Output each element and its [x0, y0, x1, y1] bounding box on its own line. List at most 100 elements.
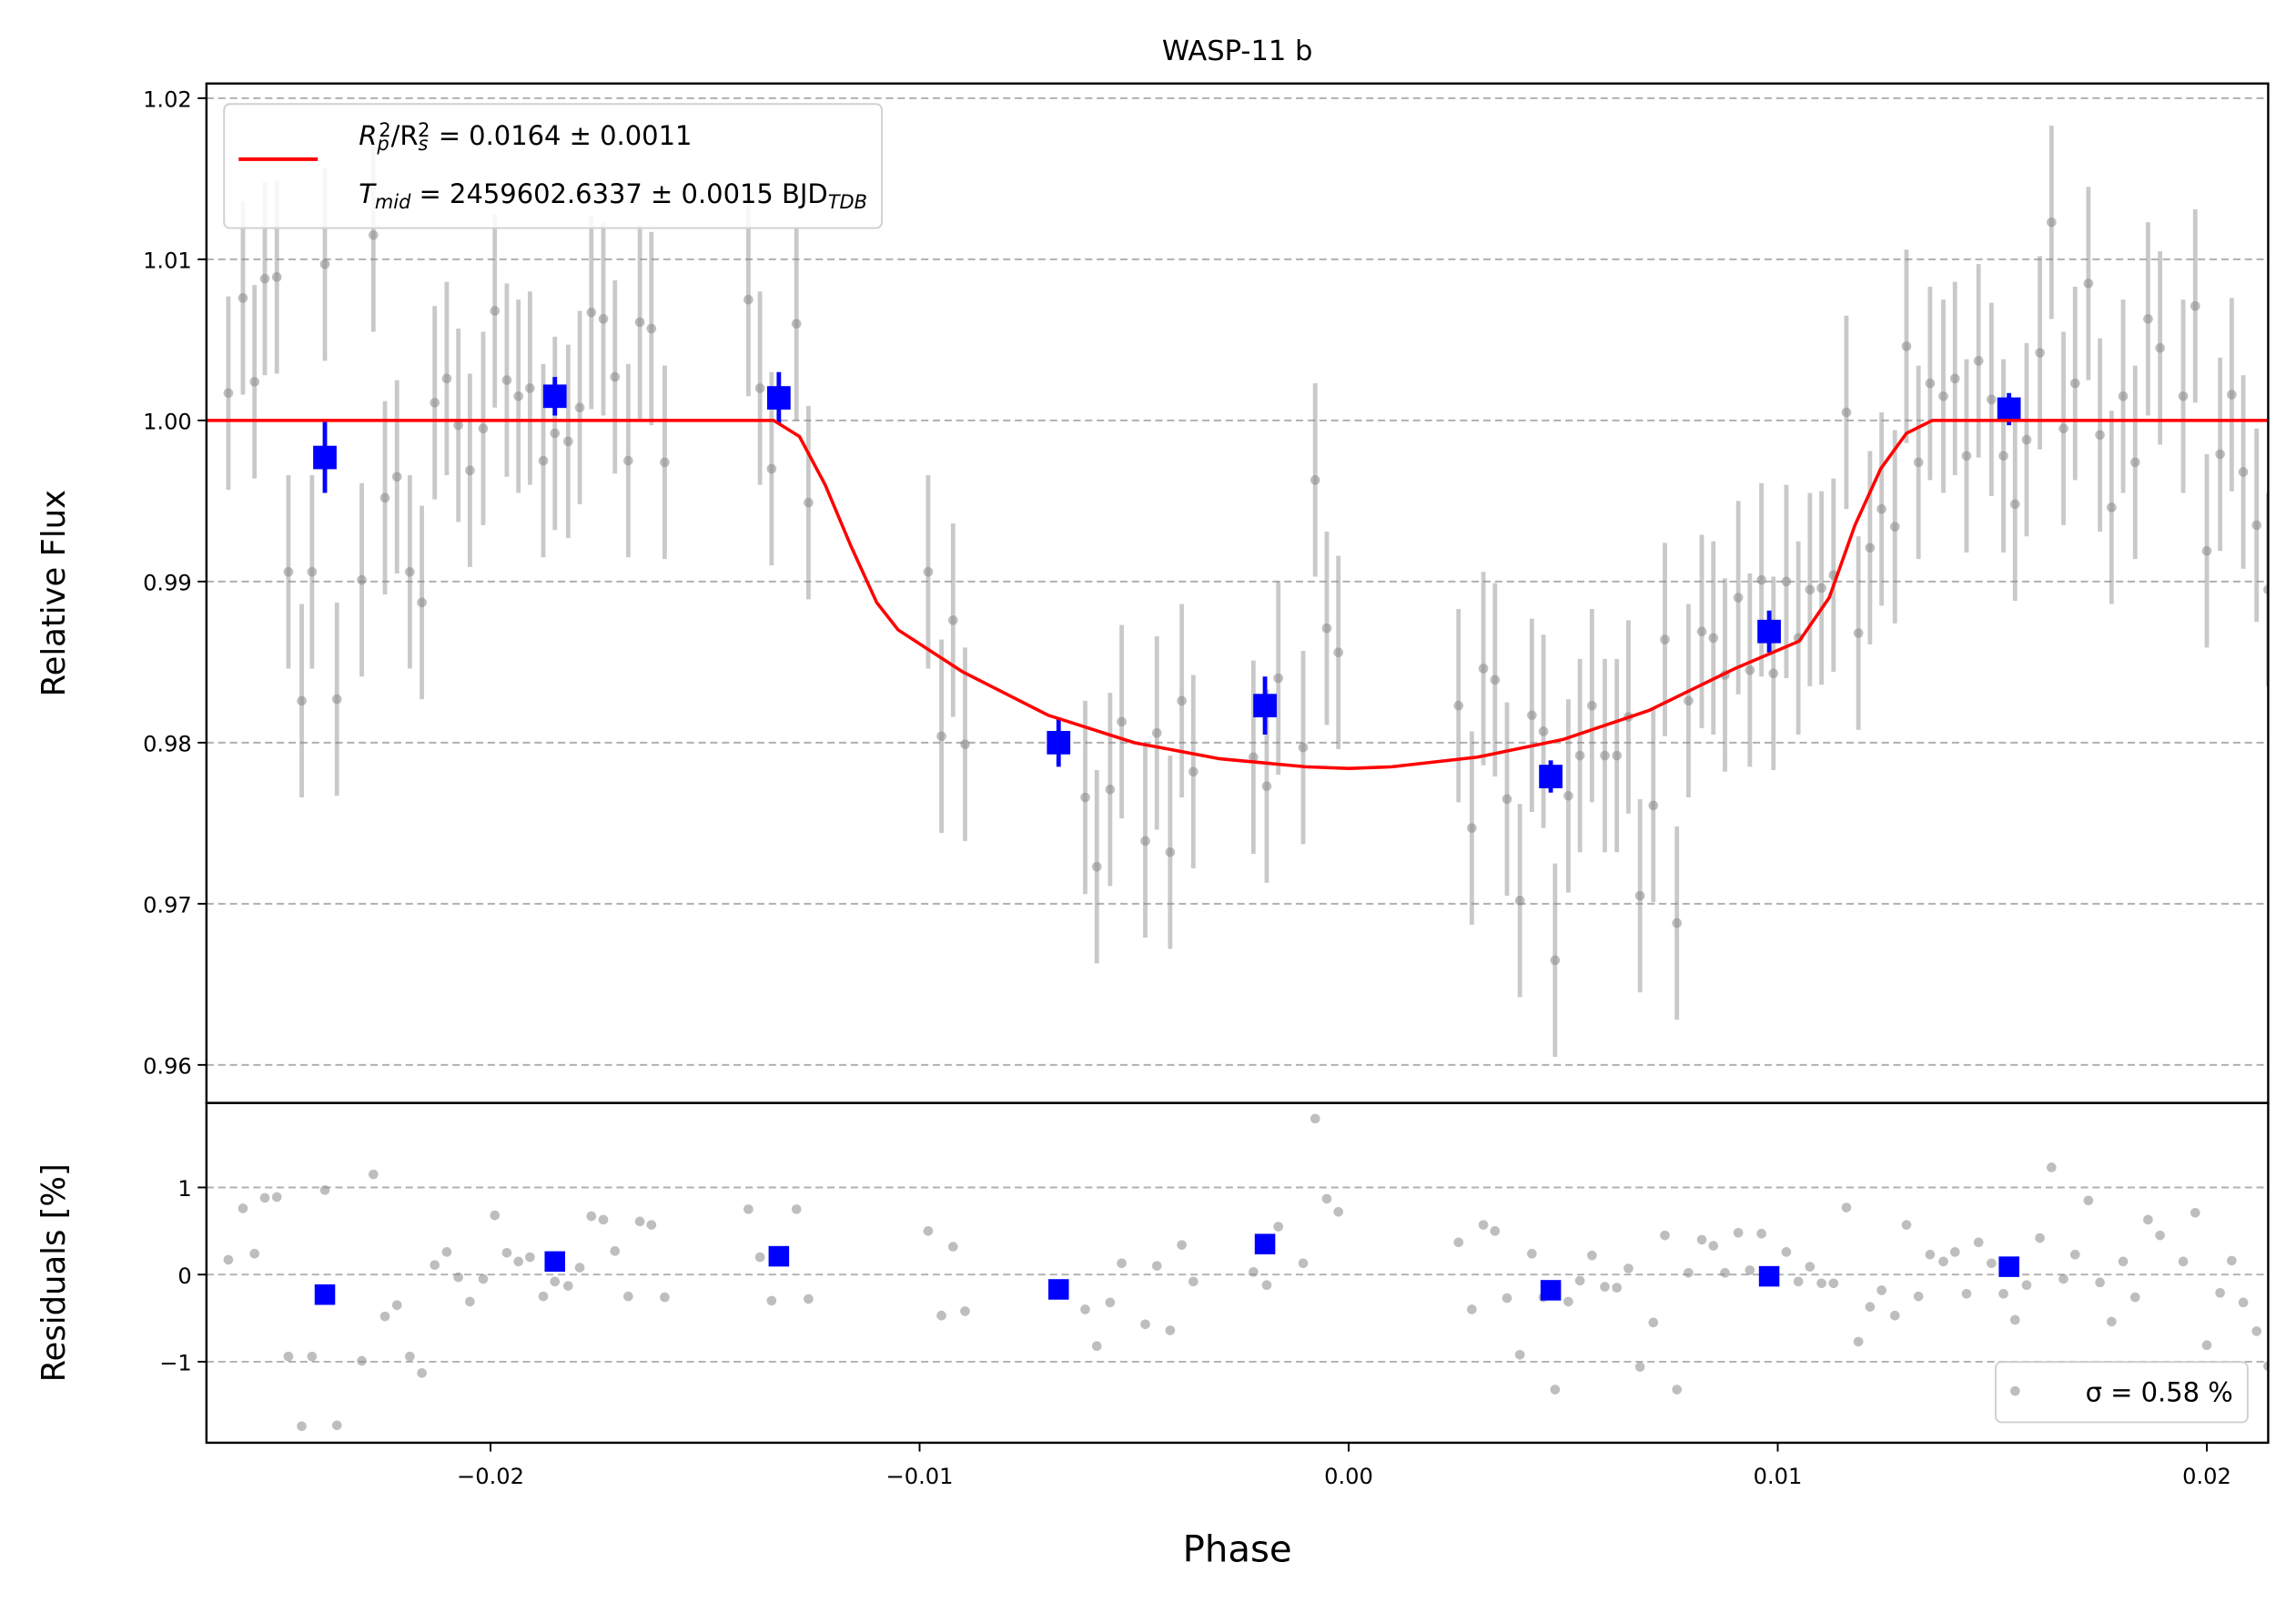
data-point [1816, 1278, 1826, 1289]
data-point [2155, 1230, 2165, 1241]
data-point [1889, 522, 1900, 532]
data-point [1587, 1250, 1597, 1261]
data-point [379, 492, 390, 503]
data-point [1634, 1362, 1645, 1372]
data-point [1708, 633, 1719, 644]
data-point [2129, 1292, 2140, 1303]
legend-text: TDB [828, 191, 867, 213]
data-point [586, 307, 597, 318]
data-point [1478, 1220, 1489, 1230]
data-point [1188, 1276, 1199, 1287]
data-point [1925, 378, 1936, 389]
data-point [453, 420, 463, 431]
data-point [1298, 1258, 1309, 1269]
data-point [804, 497, 814, 508]
binned-point [766, 386, 791, 410]
data-point [766, 463, 777, 474]
data-point [478, 1273, 489, 1284]
data-point [1574, 750, 1585, 761]
data-point [357, 1355, 367, 1366]
data-point [1816, 583, 1826, 594]
data-point [1177, 695, 1187, 706]
legend-text: 2 [418, 118, 430, 140]
data-point [634, 317, 645, 328]
data-point [2069, 1249, 2080, 1260]
data-point [2238, 1297, 2249, 1308]
data-point [2021, 1280, 2032, 1291]
data-point [1151, 727, 1162, 738]
data-point [1502, 794, 1512, 805]
data-point [2069, 378, 2080, 389]
y-axis-label: Relative Flux [35, 490, 73, 696]
data-point [634, 1216, 645, 1227]
data-point [550, 428, 561, 439]
data-point [1612, 1283, 1623, 1293]
data-point [1091, 1341, 1102, 1352]
data-point [1684, 1267, 1694, 1278]
data-point [465, 465, 475, 476]
data-point [513, 1256, 523, 1267]
legend-label: σ = 0.58 % [2086, 1376, 2233, 1407]
legend-box [223, 103, 884, 229]
data-point [259, 1192, 270, 1203]
data-point [1756, 574, 1766, 585]
data-point [1563, 790, 1573, 801]
data-point [538, 455, 549, 466]
data-point [754, 1252, 765, 1263]
data-point [490, 306, 501, 316]
data-point [2263, 584, 2269, 595]
data-point [563, 436, 573, 447]
data-point [1249, 752, 1259, 763]
data-point [1490, 1226, 1501, 1236]
data-point [1527, 1248, 1537, 1259]
data-point [2215, 1287, 2225, 1298]
data-point [1527, 710, 1537, 721]
data-point [319, 1185, 330, 1195]
data-point [2178, 1256, 2189, 1267]
data-point [1080, 792, 1090, 803]
binned-point [1998, 1256, 2019, 1277]
data-point [610, 371, 621, 382]
data-point [660, 457, 670, 468]
data-point [1091, 861, 1102, 872]
data-point [307, 566, 318, 577]
data-point [743, 1204, 754, 1214]
data-point [923, 566, 934, 577]
data-point [2201, 1340, 2212, 1351]
data-point [2047, 217, 2057, 228]
data-point [271, 272, 282, 282]
data-point [283, 1351, 294, 1362]
data-point [1453, 1237, 1464, 1248]
data-point [2047, 1162, 2057, 1172]
data-point [1925, 1249, 1936, 1260]
data-point [1117, 1258, 1127, 1269]
data-point [1538, 726, 1549, 736]
data-point [1273, 673, 1283, 684]
y-axis-label: Residuals [%] [35, 1163, 73, 1382]
data-point [490, 1210, 501, 1221]
data-point [1273, 1222, 1283, 1232]
binned-point [1253, 694, 1277, 718]
data-point [1563, 1296, 1573, 1307]
data-point [1708, 1241, 1719, 1251]
data-point [1841, 1202, 1852, 1212]
data-point [1261, 1280, 1272, 1291]
data-point [319, 259, 330, 269]
legend: σ = 0.58 % [1995, 1361, 2249, 1424]
data-point [2083, 279, 2094, 289]
data-point [1696, 626, 1707, 637]
data-point [1973, 1237, 1984, 1248]
data-point [1612, 750, 1623, 761]
plot-area [206, 125, 2269, 1058]
data-point [2178, 391, 2189, 401]
data-point [2215, 449, 2225, 460]
data-point [2143, 1214, 2153, 1225]
data-point [2227, 1255, 2237, 1266]
y-tick-label: −1 [159, 1351, 192, 1376]
data-point [1961, 1288, 1972, 1299]
data-point [646, 1220, 657, 1230]
data-point [1648, 1317, 1659, 1328]
binned-point [1047, 730, 1071, 755]
data-point [563, 1281, 573, 1291]
